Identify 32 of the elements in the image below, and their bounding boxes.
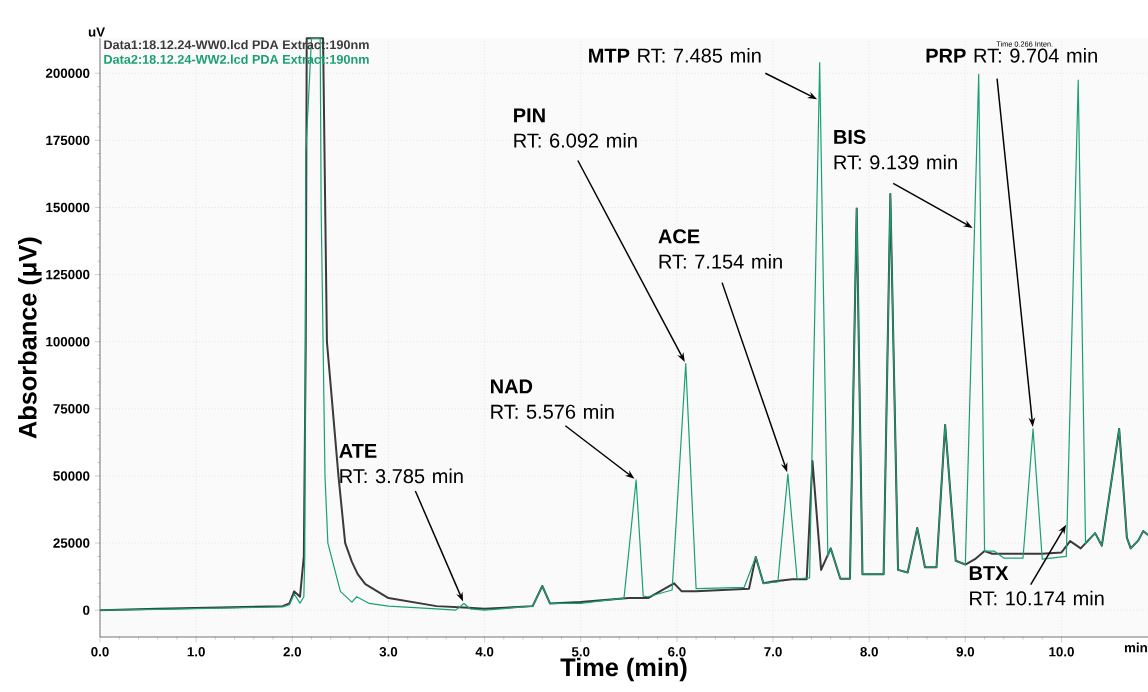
x-tick-label: 4.0 [475, 647, 494, 657]
x-tick-label: 2.0 [283, 647, 302, 657]
text: uV [88, 27, 105, 37]
y-tick-label: 50000 [53, 471, 90, 481]
annotation: NAD RT: 5.576 min [491, 379, 614, 419]
y-tick-label: 100000 [46, 336, 90, 347]
x-tick-label: 6.0 [668, 647, 686, 657]
x-tick-label: 8.0 [860, 647, 878, 657]
annotation: BIS RT: 9.139 min [834, 129, 957, 170]
x-axis-title: Time (min) [560, 657, 687, 682]
annotation: ACE RT: 7.154 min [658, 229, 782, 269]
x-tick-label: 1.0 [187, 647, 205, 657]
annotation: PRP RT: 9.704 min [926, 47, 1097, 63]
y-tick-label: 25000 [53, 538, 90, 548]
y-tick-label: 200000 [45, 68, 90, 78]
annotation: ATE RT: 3.785 min [339, 443, 463, 484]
y-tick-label: 150000 [46, 202, 90, 213]
x-tick-label: 3.0 [379, 647, 398, 657]
y-tick-label: 75000 [53, 404, 90, 414]
annotation: PIN RT: 6.092 min [514, 108, 637, 148]
text: min [1124, 642, 1147, 653]
annotation: MTP RT: 7.485 min [589, 47, 761, 63]
y-tick-label: 125000 [46, 269, 90, 280]
x-tick-label: 9.0 [956, 647, 975, 657]
y-tick-label: 0 [83, 605, 90, 615]
y-tick-label: 175000 [46, 135, 90, 146]
x-tick-label: 5.0 [571, 647, 590, 657]
y-axis-title: Absorbance (μV) [18, 237, 42, 439]
x-tick-label: 10.0 [1049, 647, 1074, 657]
x-tick-label: 0.0 [91, 647, 109, 657]
x-tick-label: 7.0 [764, 647, 782, 657]
annotation: BTX RT: 10.174 min [969, 566, 1104, 606]
